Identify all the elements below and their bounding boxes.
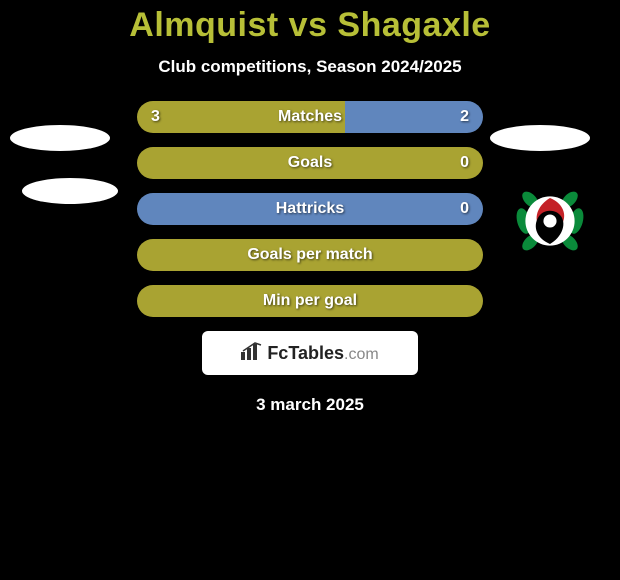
brand-suffix: .com <box>344 346 379 363</box>
stat-row: Goals per match <box>137 239 483 271</box>
date-label: 3 march 2025 <box>0 395 620 415</box>
comparison-card: Almquist vs Shagaxle Club competitions, … <box>0 0 620 580</box>
chart-icon <box>241 342 263 365</box>
brand-text: FcTables <box>267 343 344 363</box>
stat-label: Matches <box>278 108 342 126</box>
stat-value-right: 2 <box>460 108 469 126</box>
stat-value-left: 3 <box>151 108 160 126</box>
stat-label: Hattricks <box>276 200 344 218</box>
stat-label: Goals per match <box>247 246 372 264</box>
brand-name: FcTables.com <box>267 343 378 364</box>
subtitle: Club competitions, Season 2024/2025 <box>0 57 620 77</box>
team-badge <box>507 178 593 264</box>
team-badge-icon <box>509 180 591 262</box>
stat-row: 3 2 Matches <box>137 101 483 133</box>
left-player-shape-2 <box>22 178 118 204</box>
right-player-shape <box>490 125 590 151</box>
stat-label: Min per goal <box>263 292 357 310</box>
stat-label: Goals <box>288 154 332 172</box>
stats-list: 3 2 Matches 0 Goals 0 Hattricks Goals per match… <box>137 101 483 317</box>
title-text: Almquist vs Shagaxle <box>129 6 490 44</box>
page-title: Almquist vs Shagaxle <box>0 0 620 45</box>
brand-logo-box[interactable]: FcTables.com <box>202 331 418 375</box>
stat-row: Min per goal <box>137 285 483 317</box>
left-player-shape-1 <box>10 125 110 151</box>
stat-row: 0 Goals <box>137 147 483 179</box>
stat-value-right: 0 <box>460 200 469 218</box>
stat-value-right: 0 <box>460 154 469 172</box>
stat-row: 0 Hattricks <box>137 193 483 225</box>
